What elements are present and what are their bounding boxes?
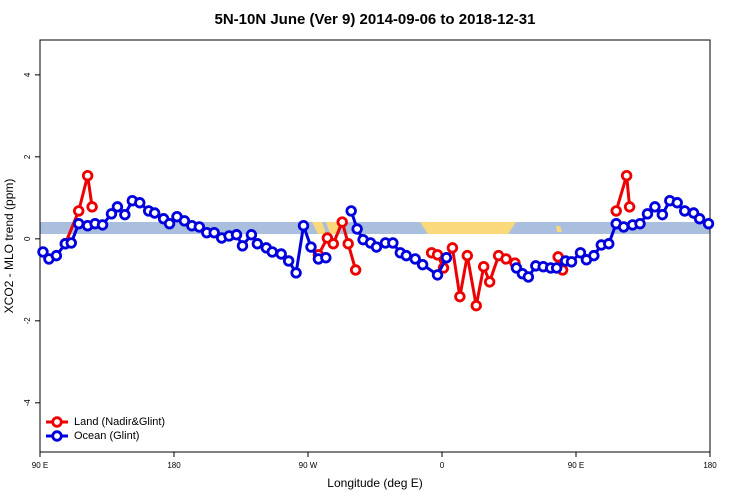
y-tick-label: 4: [23, 72, 32, 77]
ocean-strip: [40, 222, 710, 234]
x-tick-label: 180: [703, 461, 717, 470]
data-point: [134, 197, 146, 209]
data-point: [588, 249, 600, 262]
data-point: [620, 169, 633, 182]
data-point: [400, 249, 412, 262]
y-tick-label: -4: [23, 399, 32, 407]
data-point: [290, 267, 302, 279]
data-point: [345, 205, 357, 217]
data-point: [73, 217, 85, 230]
data-point: [275, 248, 287, 260]
data-point: [245, 229, 258, 241]
data-point: [656, 208, 669, 221]
data-point: [409, 253, 421, 265]
data-point: [342, 238, 354, 250]
data-point: [431, 269, 444, 281]
data-point: [617, 221, 630, 233]
data-point: [649, 201, 661, 213]
legend-label: Ocean (Glint): [74, 430, 139, 442]
data-point: [370, 241, 383, 253]
data-point: [349, 264, 362, 276]
data-point: [416, 258, 429, 271]
data-point: [387, 237, 399, 249]
land-patch: [556, 226, 562, 232]
data-point: [297, 220, 310, 232]
data-point: [236, 240, 249, 252]
x-tick-label: 180: [167, 461, 181, 470]
data-point: [119, 208, 131, 221]
data-point: [440, 251, 453, 264]
data-point: [454, 290, 466, 303]
data-point: [574, 247, 587, 259]
data-point: [148, 207, 161, 219]
data-point: [305, 241, 317, 253]
data-point: [193, 221, 206, 233]
data-point: [81, 169, 94, 182]
data-point: [446, 242, 459, 254]
data-point: [470, 299, 482, 312]
data-point: [702, 217, 715, 230]
data-point: [266, 246, 278, 258]
data-point: [641, 208, 654, 220]
data-point: [37, 246, 49, 258]
data-point: [336, 216, 348, 228]
data-point: [550, 262, 563, 274]
legend-marker: [51, 430, 63, 442]
chart-title: 5N-10N June (Ver 9) 2014-09-06 to 2018-1…: [214, 11, 535, 28]
data-point: [73, 205, 85, 217]
map-strip: [40, 222, 710, 234]
legend-marker: [51, 416, 63, 428]
data-point: [178, 215, 191, 227]
data-point: [230, 229, 243, 241]
y-axis-label: XCO2 - MLO trend (ppm): [2, 179, 16, 314]
data-point: [163, 217, 176, 230]
data-point: [351, 223, 363, 235]
data-point: [111, 201, 124, 213]
data-point: [208, 226, 220, 239]
data-point: [251, 238, 264, 250]
y-tick-label: 2: [23, 154, 32, 159]
data-point: [678, 205, 691, 217]
x-axis-label: Longitude (deg E): [327, 476, 422, 490]
x-tick-label: 90 E: [568, 461, 584, 470]
data-point: [477, 261, 490, 273]
x-tick-label: 0: [440, 461, 445, 470]
data-point: [50, 249, 63, 262]
land-patch: [420, 222, 516, 234]
data-point: [603, 238, 615, 250]
data-point: [565, 256, 578, 268]
data-point: [86, 201, 98, 213]
x-tick-label: 90 E: [32, 461, 48, 470]
data-point: [634, 217, 646, 230]
data-point: [610, 205, 622, 217]
land-patch: [312, 222, 326, 234]
data-point: [282, 255, 295, 267]
data-point: [105, 208, 118, 220]
legend-label: Land (Nadir&Glint): [74, 416, 165, 428]
data-point: [522, 271, 535, 283]
data-point: [500, 253, 512, 265]
data-point: [461, 249, 474, 262]
data-point: [327, 238, 340, 250]
data-point: [693, 213, 706, 225]
data-point: [320, 251, 332, 264]
land-patch: [326, 222, 340, 234]
plot-frame: [39, 39, 711, 453]
data-point: [671, 197, 683, 209]
y-tick-label: -2: [23, 317, 32, 325]
data-point: [65, 237, 77, 249]
data-point: [96, 219, 109, 231]
data-point: [483, 276, 496, 288]
series-line: [63, 175, 94, 245]
data-point: [431, 249, 444, 261]
x-tick-label: 90 W: [299, 461, 318, 470]
data-point: [623, 201, 636, 213]
y-tick-label: 0: [23, 236, 32, 241]
